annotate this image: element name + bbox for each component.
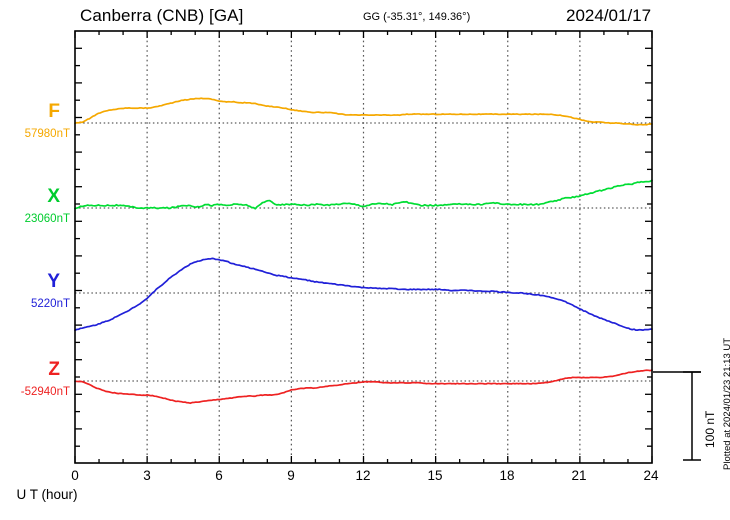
grid-layer	[146, 31, 581, 463]
series-label-f: F	[48, 101, 60, 122]
series-label-x: X	[47, 186, 60, 207]
xtick-15: 15	[427, 468, 443, 483]
page-title: Canberra (CNB) [GA]	[80, 6, 244, 25]
series-baseline-x: 23060nT	[24, 213, 70, 225]
xtick-6: 6	[215, 468, 223, 483]
xtick-3: 3	[143, 468, 151, 483]
scale-bar	[653, 371, 701, 461]
trace-x	[74, 179, 653, 210]
geographic-coordinates: GG (-35.31°, 149.36°)	[363, 11, 471, 23]
xtick-0: 0	[71, 468, 79, 483]
series-label-y: Y	[47, 271, 60, 292]
plot-frame	[74, 30, 653, 464]
x-axis-title-text: U T (hour)	[16, 487, 78, 502]
plotted-at-label: Plotted at 2024/01/23 21:13 UT	[722, 337, 730, 470]
xtick-21: 21	[571, 468, 587, 483]
scale-bar-label: 100 nT	[703, 410, 717, 448]
series-baseline-f: 57980nT	[24, 128, 70, 140]
xtick-18: 18	[499, 468, 515, 483]
series-baseline-z: -52940nT	[20, 386, 70, 398]
x-axis-title: U T (hour)	[0, 487, 730, 502]
trace-y	[74, 257, 653, 332]
trace-f	[74, 97, 653, 126]
trace-z	[74, 369, 653, 405]
observation-date: 2024/01/17	[566, 6, 652, 25]
xtick-12: 12	[355, 468, 371, 483]
xtick-24: 24	[643, 468, 659, 483]
series-label-z: Z	[48, 359, 60, 380]
trace-layer	[74, 97, 653, 405]
series-baseline-y: 5220nT	[30, 298, 70, 310]
xtick-9: 9	[287, 468, 295, 483]
